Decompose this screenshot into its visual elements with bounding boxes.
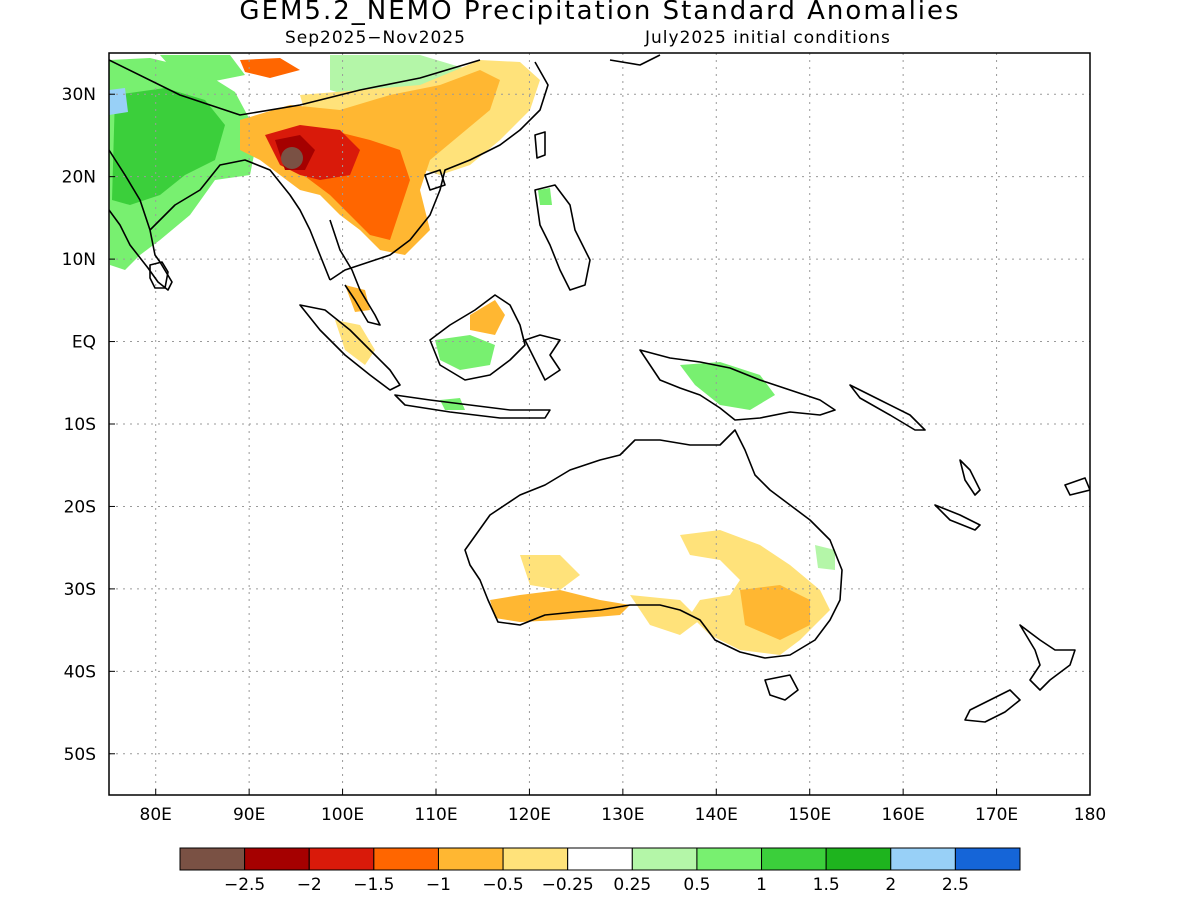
colorbar-label: 2 <box>885 875 896 895</box>
coast-newguinea <box>639 349 836 421</box>
coast-sulawesi <box>524 334 561 381</box>
lon-tick-label: 180 <box>1074 805 1106 825</box>
season-subtitle: Sep2025−Nov2025 <box>285 28 466 48</box>
shade-java-wet <box>440 398 465 410</box>
coast-fiji <box>1064 477 1090 496</box>
anomaly-shading <box>109 55 835 655</box>
lon-tick-label: 130E <box>601 805 644 825</box>
lon-tick-label: 80E <box>140 805 172 825</box>
coast-sumatra <box>299 304 401 391</box>
colorbar-labels: −2.5 −2 −1.5 −1 −0.5 −0.25 0.25 0.5 1 1.5 2 2.5 <box>224 875 969 895</box>
lon-tick-label: 170E <box>975 805 1018 825</box>
coast-bengal-burma <box>149 159 331 281</box>
colorbar-swatch <box>179 847 246 871</box>
lon-tick-label: 110E <box>414 805 457 825</box>
colorbar-swatch <box>308 847 375 871</box>
lat-tick-label: 30S <box>64 580 96 600</box>
lat-tick-label: 30N <box>62 85 96 105</box>
colorbar-swatch <box>696 847 763 871</box>
shade-malaya-dry <box>345 285 370 312</box>
shade-north-dry <box>240 58 300 78</box>
colorbar-label: 0.25 <box>613 875 651 895</box>
colorbar-swatch <box>631 847 698 871</box>
map-frame <box>108 52 1091 796</box>
latitude-tick-labels: 30N 20N 10N EQ 10S 20S 30S 40S 50S <box>62 85 96 765</box>
map-grid <box>109 53 1091 795</box>
shade-borneo-dry <box>470 300 505 335</box>
coast-japan <box>609 54 661 66</box>
colorbar-swatch <box>761 847 827 871</box>
coast-indochina <box>329 61 549 281</box>
lon-tick-label: 160E <box>882 805 925 825</box>
lat-tick-label: 10N <box>62 250 96 270</box>
colorbar-label: −0.25 <box>542 875 594 895</box>
colorbar-swatch <box>244 847 310 871</box>
colorbar-swatch <box>567 847 633 871</box>
coast-borneo <box>429 294 526 381</box>
coast-srilanka <box>149 261 169 289</box>
coast-philippines <box>534 184 591 291</box>
shade-newguinea-wet <box>680 362 775 410</box>
map-title: GEM5.2_NEMO Precipitation Standard Anoma… <box>239 0 961 26</box>
shade-aus-sw-dry <box>490 590 630 622</box>
coast-java <box>394 394 551 419</box>
colorbar-label: −1 <box>426 875 451 895</box>
coast-malaya <box>329 219 381 326</box>
coast-solomons <box>849 384 926 431</box>
shade-india-wet-strong <box>112 88 225 205</box>
lat-tick-label: EQ <box>72 333 96 353</box>
coastlines <box>109 54 1090 723</box>
coast-newcal <box>934 504 981 531</box>
shade-aus-east-wet <box>815 545 835 570</box>
colorbar-label: 1 <box>756 875 767 895</box>
lon-tick-label: 90E <box>233 805 265 825</box>
colorbar-swatch <box>954 847 1021 871</box>
lat-tick-label: 20N <box>62 168 96 188</box>
colorbar-swatch <box>373 847 439 871</box>
coast-tasmania <box>764 674 799 701</box>
shade-himalaya-wet <box>160 55 245 82</box>
shade-aus-east-dry2 <box>740 585 810 640</box>
coast-nz-south <box>964 689 1021 723</box>
lat-tick-label: 20S <box>64 497 96 517</box>
colorbar-label: 2.5 <box>942 875 969 895</box>
coast-australia <box>464 429 843 659</box>
colorbar-swatch <box>890 847 956 871</box>
shade-borneo-wet <box>435 335 495 370</box>
lon-tick-label: 150E <box>788 805 831 825</box>
shade-myanmar-dry-peak <box>281 147 303 169</box>
coast-china-north <box>109 59 481 116</box>
lon-tick-label: 120E <box>508 805 551 825</box>
lat-tick-label: 50S <box>64 745 96 765</box>
shade-india-wet-peak <box>109 88 128 115</box>
shade-luzon-wet <box>538 188 552 205</box>
lat-tick-label: 10S <box>64 415 96 435</box>
lon-tick-label: 100E <box>321 805 364 825</box>
shade-aus-central-dry <box>520 555 580 590</box>
colorbar-label: −0.5 <box>482 875 523 895</box>
shade-sumatra-dry <box>335 320 375 365</box>
colorbar-swatch <box>502 847 569 871</box>
longitude-tick-labels: 80E 90E 100E 110E 120E 130E 140E 150E 160E 170E 18… <box>140 805 1107 825</box>
colorbar-label: −2 <box>297 875 322 895</box>
colorbar-swatch <box>437 847 504 871</box>
lat-tick-label: 40S <box>64 662 96 682</box>
colorbar-label: 0.5 <box>683 875 710 895</box>
lon-tick-label: 140E <box>695 805 738 825</box>
coast-taiwan <box>534 131 546 159</box>
coast-india <box>109 149 173 291</box>
colorbar-label: −2.5 <box>224 875 265 895</box>
colorbar <box>179 847 1021 871</box>
colorbar-label: 1.5 <box>813 875 840 895</box>
colorbar-label: −1.5 <box>353 875 394 895</box>
colorbar-swatch <box>825 847 892 871</box>
coast-vanuatu <box>959 459 981 496</box>
coast-nz-north <box>1019 624 1076 691</box>
coast-hainan <box>424 169 446 191</box>
initial-conditions-subtitle: July2025 initial conditions <box>645 28 891 48</box>
